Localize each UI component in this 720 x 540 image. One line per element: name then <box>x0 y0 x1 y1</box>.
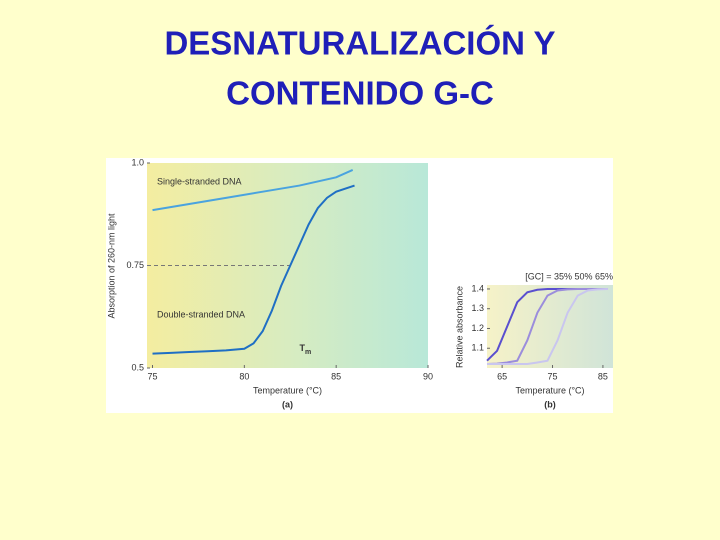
chart-title: [GC] = 35% 50% 65% <box>525 271 613 281</box>
x-tick-label: 90 <box>423 371 433 381</box>
tm-label: Tm <box>299 343 311 355</box>
x-tick-label: 85 <box>331 371 341 381</box>
slide-title: CONTENIDO G-C <box>226 75 494 112</box>
panel-label: (a) <box>282 399 293 409</box>
y-tick-label: 0.75 <box>126 260 144 270</box>
x-axis-label: Temperature (°C) <box>253 385 322 395</box>
y-tick-label: 1.4 <box>471 283 484 293</box>
data-line <box>152 169 354 212</box>
y-axis-label: Absorption of 260-nm light <box>106 213 116 319</box>
y-tick-label: 1.3 <box>471 303 484 313</box>
y-tick-label: 1.2 <box>471 323 484 333</box>
x-tick-label: 85 <box>598 371 608 381</box>
annotation: Single-stranded DNA <box>157 176 242 186</box>
x-tick-label: 80 <box>239 371 249 381</box>
panel-label: (b) <box>544 399 556 409</box>
y-tick-label: 1.0 <box>131 157 144 167</box>
tm-subscript: m <box>305 349 311 356</box>
data-line <box>486 287 608 366</box>
data-line <box>152 184 355 355</box>
y-tick-label: 0.5 <box>131 362 144 372</box>
y-tick-label: 1.1 <box>471 343 484 353</box>
data-line <box>487 287 608 366</box>
tm-symbol: T <box>299 343 305 353</box>
x-tick-label: 75 <box>548 371 558 381</box>
y-axis-label: Relative absorbance <box>454 286 464 368</box>
x-axis-label: Temperature (°C) <box>515 385 584 395</box>
x-tick-label: 75 <box>148 371 158 381</box>
slide-title: DESNATURALIZACIÓN Y <box>164 25 555 62</box>
annotation: Double-stranded DNA <box>157 309 245 319</box>
x-tick-label: 65 <box>497 371 507 381</box>
